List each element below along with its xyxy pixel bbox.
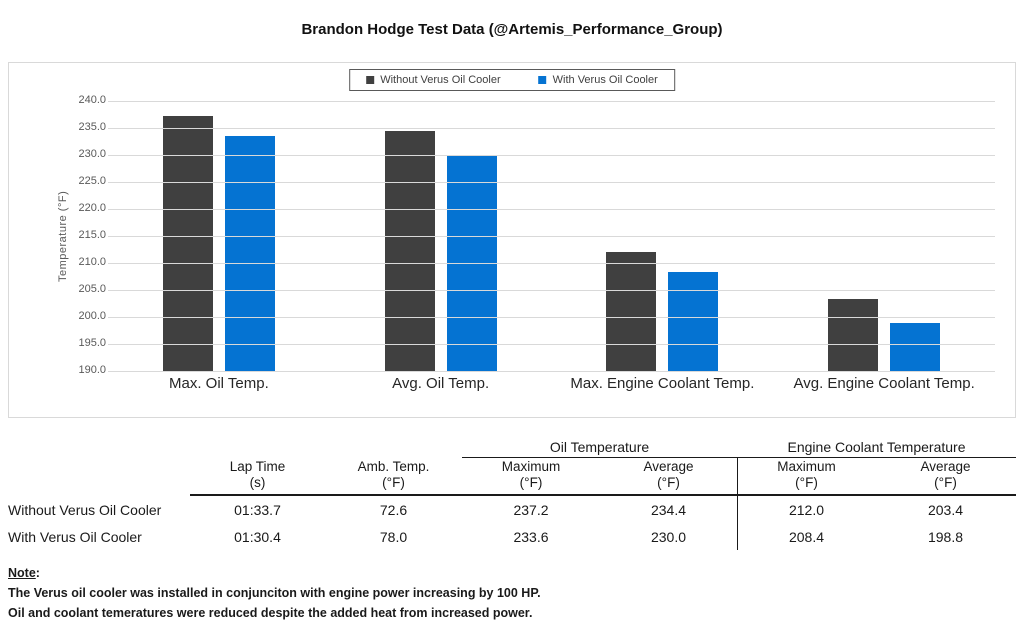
note-line-1: The Verus oil cooler was installed in co… bbox=[8, 586, 541, 600]
table-group-header-coolant: Engine Coolant Temperature bbox=[737, 432, 1016, 458]
table-col-header-oil-max: Maximum (°F) bbox=[462, 458, 600, 496]
table-col-header-coolant-max: Maximum (°F) bbox=[737, 458, 875, 496]
x-axis-category-label: Avg. Engine Coolant Temp. bbox=[793, 375, 975, 392]
table-cell: 237.2 bbox=[513, 501, 549, 518]
bar-with-verus bbox=[668, 271, 719, 371]
bar-with-verus bbox=[890, 323, 941, 371]
bar-group bbox=[773, 101, 995, 371]
y-axis-tick-label: 240.0 bbox=[78, 94, 106, 106]
gridline bbox=[108, 370, 995, 372]
note-heading: Note bbox=[8, 566, 36, 580]
table-cell: 230.0 bbox=[650, 528, 687, 545]
gridline bbox=[108, 343, 995, 345]
legend-item-with-verus: With Verus Oil Cooler bbox=[538, 74, 658, 86]
note-colon: : bbox=[35, 566, 40, 580]
col-header-line2: (°F) bbox=[657, 475, 680, 490]
x-axis-category-label: Max. Engine Coolant Temp. bbox=[570, 375, 755, 392]
bar-with-verus bbox=[224, 135, 275, 371]
table-cell: 01:33.7 bbox=[234, 501, 281, 518]
chart-title: Brandon Hodge Test Data (@Artemis_Perfor… bbox=[301, 21, 723, 38]
note-section: Note: The Verus oil cooler was installed… bbox=[8, 563, 541, 623]
y-axis-tick-label: 235.0 bbox=[78, 121, 106, 133]
chart-legend: Without Verus Oil Cooler With Verus Oil … bbox=[349, 69, 675, 91]
y-axis-tick-label: 215.0 bbox=[78, 229, 106, 241]
bar-without-verus bbox=[384, 131, 435, 371]
note-line-2: Oil and coolant temeratures were reduced… bbox=[8, 606, 533, 620]
col-header-line2: (°F) bbox=[934, 475, 957, 490]
table-cell: 208.4 bbox=[737, 523, 875, 550]
table-cell: 78.0 bbox=[379, 528, 408, 545]
col-header-line2: (°F) bbox=[519, 475, 543, 490]
y-axis-tick-label: 210.0 bbox=[78, 256, 106, 268]
table-cell: 72.6 bbox=[379, 501, 408, 518]
legend-item-without-verus: Without Verus Oil Cooler bbox=[366, 74, 501, 86]
y-axis-tick-labels: 240.0 235.0 230.0 225.0 220.0 215.0 210.0 205.0… bbox=[9, 63, 106, 417]
table-row-label-without: Without Verus Oil Cooler bbox=[8, 501, 162, 518]
col-header-line2: (°F) bbox=[795, 475, 818, 490]
table-col-header-amb-temp: Amb. Temp. (°F) bbox=[325, 458, 462, 496]
plot-area bbox=[108, 100, 995, 372]
col-header-line1: Average bbox=[643, 459, 694, 474]
gridline bbox=[108, 127, 995, 129]
y-axis-tick-label: 205.0 bbox=[78, 283, 106, 295]
gridline bbox=[108, 208, 995, 210]
legend-label-with: With Verus Oil Cooler bbox=[552, 74, 658, 86]
gridline bbox=[108, 100, 995, 102]
col-header-line1: Amb. Temp. bbox=[357, 459, 430, 474]
col-header-line2: (s) bbox=[249, 475, 266, 490]
y-axis-tick-label: 200.0 bbox=[78, 310, 106, 322]
col-header-line1: Average bbox=[920, 459, 971, 474]
x-axis-category-label: Avg. Oil Temp. bbox=[392, 375, 490, 392]
table-cell: 233.6 bbox=[513, 528, 549, 545]
gridline bbox=[108, 316, 995, 318]
legend-label-without: Without Verus Oil Cooler bbox=[380, 74, 501, 86]
col-header-line2: (°F) bbox=[382, 475, 405, 490]
table-cell: 01:30.4 bbox=[234, 528, 281, 545]
table-group-header-oil: Oil Temperature bbox=[462, 432, 737, 458]
table-cell: 212.0 bbox=[737, 496, 875, 523]
y-axis-tick-label: 220.0 bbox=[78, 202, 106, 214]
table-cell: 203.4 bbox=[927, 501, 964, 518]
bar-group bbox=[108, 101, 330, 371]
table-row-label-with: With Verus Oil Cooler bbox=[8, 528, 142, 545]
gridline bbox=[108, 154, 995, 156]
y-axis-tick-label: 225.0 bbox=[78, 175, 106, 187]
table-cell: 234.4 bbox=[650, 501, 687, 518]
note-heading-line: Note: bbox=[8, 563, 541, 583]
bar-without-verus bbox=[162, 116, 213, 371]
bar-series-container bbox=[108, 101, 995, 371]
table-col-header-oil-avg: Average (°F) bbox=[600, 458, 737, 496]
table-col-header-lap-time: Lap Time (s) bbox=[190, 458, 325, 496]
bar-without-verus bbox=[828, 298, 879, 371]
gridline bbox=[108, 181, 995, 183]
data-table: Oil Temperature Engine Coolant Temperatu… bbox=[0, 432, 1016, 550]
table-col-header-coolant-avg: Average (°F) bbox=[875, 458, 1016, 496]
y-axis-tick-label: 230.0 bbox=[78, 148, 106, 160]
legend-swatch-without-icon bbox=[366, 76, 375, 84]
col-header-line1: Lap Time bbox=[229, 459, 286, 474]
y-axis-tick-label: 190.0 bbox=[78, 364, 106, 376]
x-axis-category-label: Max. Oil Temp. bbox=[169, 375, 269, 392]
gridline bbox=[108, 262, 995, 264]
x-axis-labels: Max. Oil Temp. Avg. Oil Temp. Max. Engine … bbox=[108, 375, 995, 392]
col-header-line1: Maximum bbox=[777, 459, 836, 474]
y-axis-tick-label: 195.0 bbox=[78, 337, 106, 349]
bar-chart: Without Verus Oil Cooler With Verus Oil … bbox=[8, 62, 1016, 418]
gridline bbox=[108, 289, 995, 291]
table-cell: 198.8 bbox=[927, 528, 964, 545]
gridline bbox=[108, 235, 995, 237]
legend-swatch-with-icon bbox=[538, 76, 547, 84]
col-header-line1: Maximum bbox=[501, 459, 561, 474]
bar-group bbox=[552, 101, 774, 371]
bar-without-verus bbox=[606, 252, 657, 371]
